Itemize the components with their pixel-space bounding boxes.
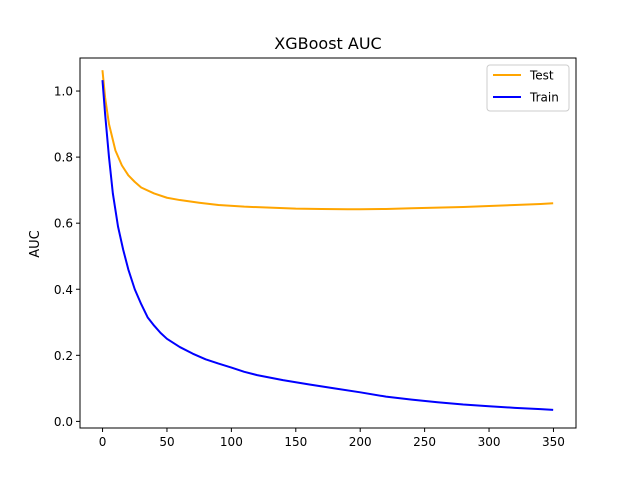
x-tick-label: 350	[542, 435, 565, 449]
legend: Test Train	[486, 64, 570, 112]
x-tick-label: 150	[284, 435, 307, 449]
legend-label-test: Test	[529, 69, 554, 83]
y-tick-label: 0.8	[54, 151, 73, 165]
y-tick-label: 0.2	[54, 349, 73, 363]
axes-layer: 0 50 100 150 200 250 300 350 0.0 0.2 0.4 0.6 0.8 1.0	[54, 57, 577, 449]
chart-title: XGBoost AUC	[274, 34, 381, 53]
x-tick-label: 300	[478, 435, 501, 449]
x-tick-label: 250	[413, 435, 436, 449]
x-tick-label: 0	[99, 435, 107, 449]
x-tick-label: 50	[159, 435, 174, 449]
x-tick-label: 100	[220, 435, 243, 449]
y-axis-label: AUC	[28, 230, 43, 258]
series-line-test	[101, 70, 554, 211]
legend-box	[486, 64, 570, 112]
legend-label-train: Train	[529, 91, 559, 105]
x-tick-label: 200	[349, 435, 372, 449]
y-tick-label: 0.0	[54, 415, 73, 429]
y-tick-label: 1.0	[54, 85, 73, 99]
y-tick-label: 0.6	[54, 217, 73, 231]
series-layer	[101, 70, 554, 411]
plot-frame	[79, 57, 577, 429]
series-line-train	[101, 80, 554, 411]
y-tick-label: 0.4	[54, 283, 73, 297]
